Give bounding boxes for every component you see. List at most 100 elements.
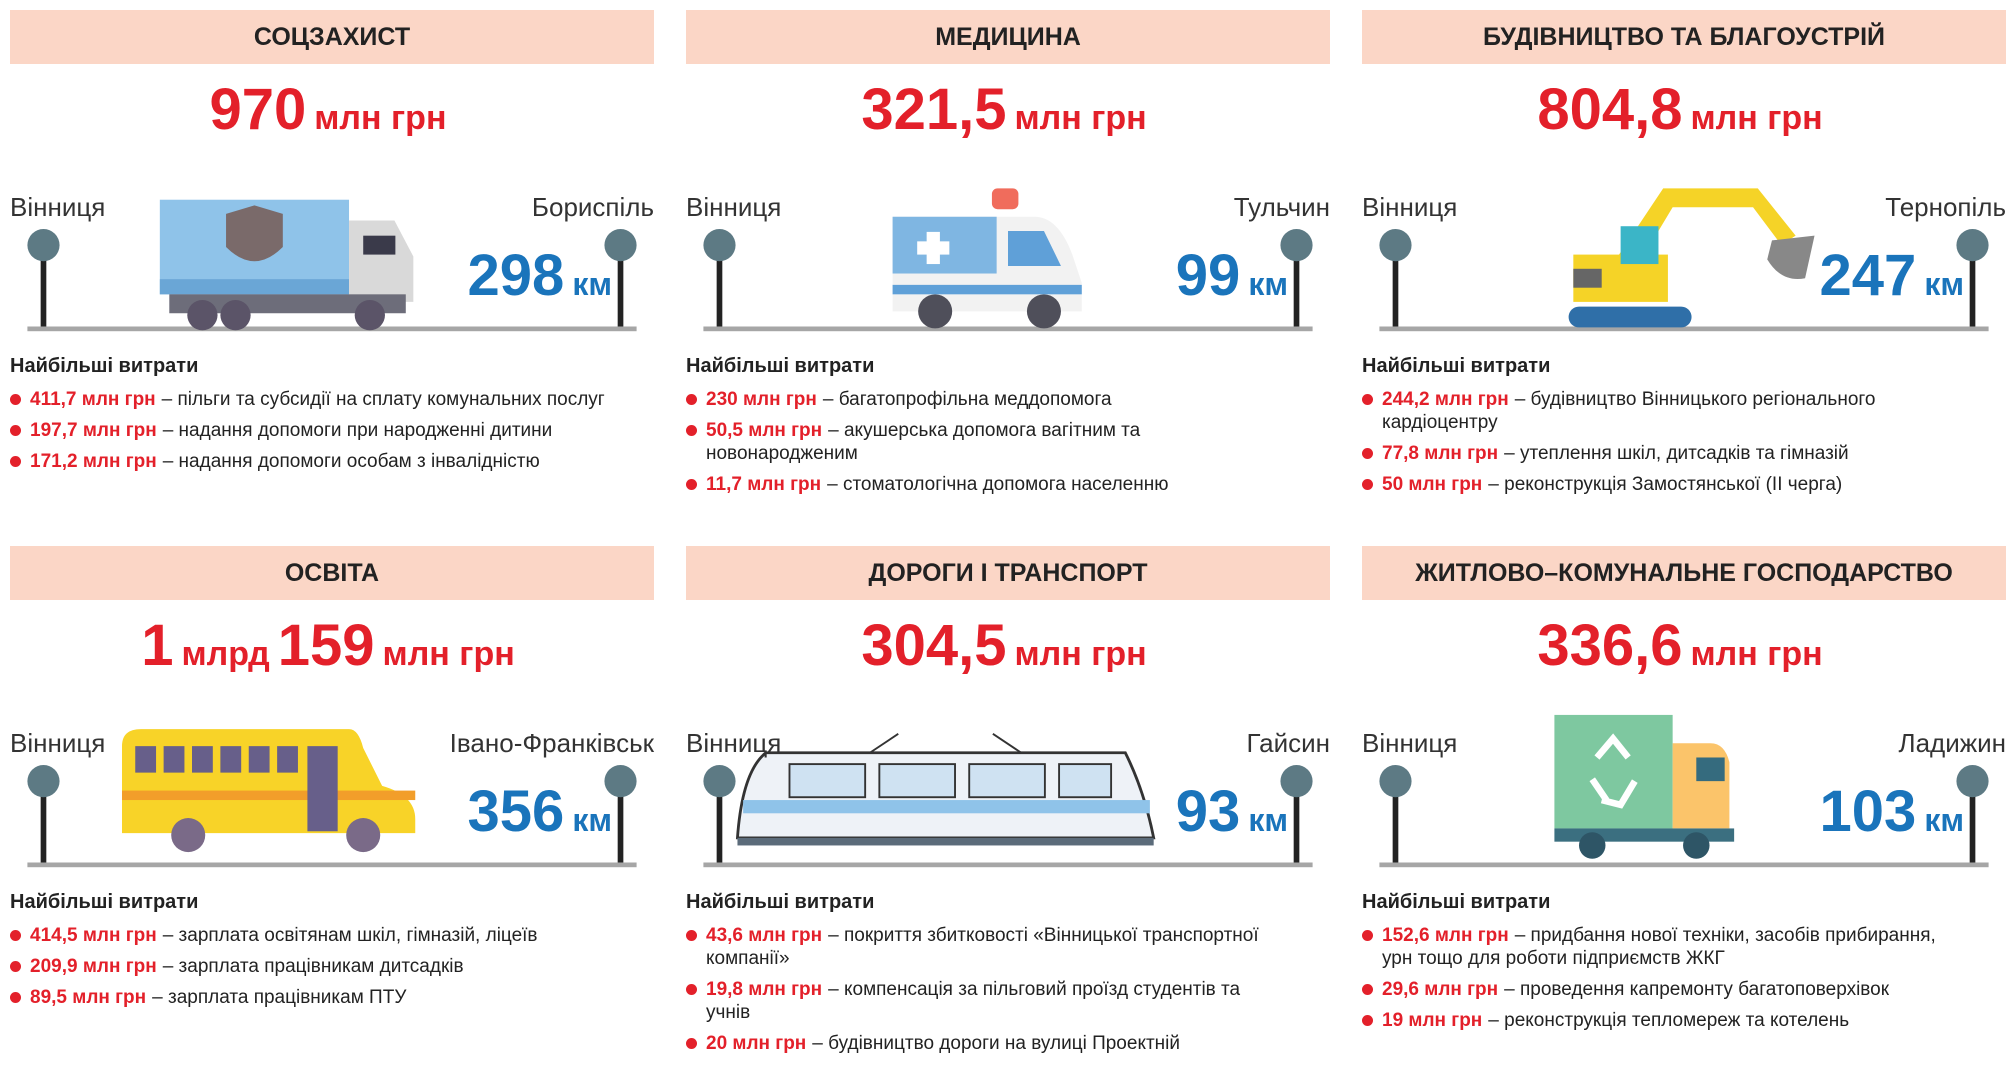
expense-item: 209,9 млн грн – зарплата працівникам дитс… [10, 955, 610, 978]
expense-item: 50,5 млн грн– акушерська допомога вагітн… [686, 419, 1286, 465]
amount-number: 970 [210, 77, 307, 142]
city-to: Ладижин [1899, 728, 2007, 759]
city-from: Вінниця [686, 192, 781, 223]
panel-title: БУДІВНИЦТВО ТА БЛАГОУСТРІЙ [1362, 10, 2006, 64]
expense-amount: 29,6 млн грн [1382, 979, 1498, 1000]
expense-list: 43,6 млн грн– покриття збитковості «Вінн… [686, 924, 1286, 1063]
expense-item: 29,6 млн грн – проведення капремонту бага… [1362, 978, 1962, 1001]
distance-value: 99 [1176, 243, 1241, 308]
expense-item: 411,7 млн грн – пільги та субсидії на спл… [10, 388, 610, 411]
distance-unit: км [1248, 266, 1288, 302]
panel-title: ЖИТЛОВО–КОМУНАЛЬНЕ ГОСПОДАРСТВО [1362, 546, 2006, 600]
amount-number: 804,8 [1537, 77, 1682, 142]
expense-amount: 411,7 млн грн [30, 389, 156, 410]
city-to: Тульчин [1234, 192, 1330, 223]
expense-text: – будівництво дороги на вулиці Проектній [812, 1033, 1180, 1054]
distance-unit: км [1924, 266, 1964, 302]
expense-amount: 89,5 млн грн [30, 987, 146, 1008]
expense-amount: 77,8 млн грн [1382, 443, 1498, 464]
expense-amount: 43,6 млн грн [706, 925, 822, 946]
city-from: Вінниця [1362, 728, 1457, 759]
expense-amount: 171,2 млн грн [30, 451, 157, 472]
amount-number: 321,5 [861, 77, 1006, 142]
expense-item: 19,8 млн грн– компенсація за пільговий п… [686, 978, 1286, 1024]
expense-amount: 197,7 млн грн [30, 420, 157, 441]
expenses-title: Найбільші витрати [1362, 891, 1550, 914]
expenses-title: Найбільші витрати [686, 891, 874, 914]
city-from: Вінниця [1362, 192, 1457, 223]
expense-amount: 152,6 млн грн [1382, 925, 1509, 946]
expense-list: 244,2 млн грн– будівництво Вінницького р… [1362, 388, 1962, 504]
panel-title: ДОРОГИ І ТРАНСПОРТ [686, 546, 1330, 600]
distance-unit: км [572, 802, 612, 838]
amount-unit: млн грн [1690, 635, 1822, 673]
amount-unit: млн грн [1690, 99, 1822, 137]
expense-text: – зарплата працівникам дитсадків [163, 956, 464, 977]
city-from: Вінниця [10, 728, 105, 759]
expense-item: 50 млн грн– реконструкція Замостянської … [1362, 473, 1962, 496]
distance-unit: км [1924, 802, 1964, 838]
distance-value: 356 [468, 779, 565, 844]
panel-title: МЕДИЦИНА [686, 10, 1330, 64]
expense-item: 11,7 млн грн– стоматологічна допомога на… [686, 473, 1286, 496]
amount-number: 336,6 [1537, 613, 1682, 678]
amount-unit: млн грн [1014, 635, 1146, 673]
expense-text: – надання допомоги при народженні дитини [163, 420, 553, 441]
distance-value: 103 [1820, 779, 1917, 844]
expense-amount: 50,5 млн грн [706, 420, 822, 441]
amount-unit: млн грн [1014, 99, 1146, 137]
expense-text: – зарплата працівникам ПТУ [152, 987, 406, 1008]
expense-text: – надання допомоги особам з інвалідністю [163, 451, 540, 472]
amount-number: 159 [278, 613, 375, 678]
expense-text: – пільги та субсидії на сплату комунальн… [162, 389, 605, 410]
expense-list: 152,6 млн грн– придбання нової техніки, … [1362, 924, 1962, 1040]
expense-item: 43,6 млн грн– покриття збитковості «Вінн… [686, 924, 1286, 970]
expense-text: – зарплата освітянам шкіл, гімназій, ліц… [163, 925, 538, 946]
expense-amount: 50 млн грн [1382, 474, 1482, 495]
city-from: Вінниця [10, 192, 105, 223]
amount-number: 304,5 [861, 613, 1006, 678]
city-to: Бориспіль [532, 192, 654, 223]
city-to: Івано-Франківськ [450, 728, 654, 759]
expense-list: 411,7 млн грн – пільги та субсидії на спл… [10, 388, 610, 481]
amount: 304,5млн грн [686, 612, 1330, 679]
expense-text: – утеплення шкіл, дитсадків та гімназій [1504, 443, 1849, 464]
amount-number: 1 [141, 613, 173, 678]
expense-text: – реконструкція тепломереж та котелень [1488, 1010, 1849, 1031]
expense-text: – проведення капремонту багатоповерхівок [1504, 979, 1889, 1000]
expense-amount: 19,8 млн грн [706, 979, 822, 1000]
expense-amount: 11,7 млн грн [706, 474, 821, 495]
expense-list: 230 млн грн– багатопрофільна меддопомога… [686, 388, 1286, 504]
expense-amount: 209,9 млн грн [30, 956, 157, 977]
amount-unit: млн грн [314, 99, 446, 137]
distance-unit: км [1248, 802, 1288, 838]
expenses-title: Найбільші витрати [686, 355, 874, 378]
expense-amount: 19 млн грн [1382, 1010, 1482, 1031]
expense-item: 230 млн грн– багатопрофільна меддопомога [686, 388, 1286, 411]
expense-item: 197,7 млн грн – надання допомоги при наро… [10, 419, 610, 442]
expenses-title: Найбільші витрати [10, 891, 198, 914]
expense-item: 171,2 млн грн – надання допомоги особам з… [10, 450, 610, 473]
expenses-title: Найбільші витрати [10, 355, 198, 378]
expense-item: 152,6 млн грн– придбання нової техніки, … [1362, 924, 1962, 970]
expense-item: 77,8 млн грн – утеплення шкіл, дитсадків … [1362, 442, 1962, 465]
panel-title: СОЦЗАХИСТ [10, 10, 654, 64]
distance-value: 247 [1820, 243, 1917, 308]
expenses-title: Найбільші витрати [1362, 355, 1550, 378]
expense-item: 244,2 млн грн– будівництво Вінницького р… [1362, 388, 1962, 434]
